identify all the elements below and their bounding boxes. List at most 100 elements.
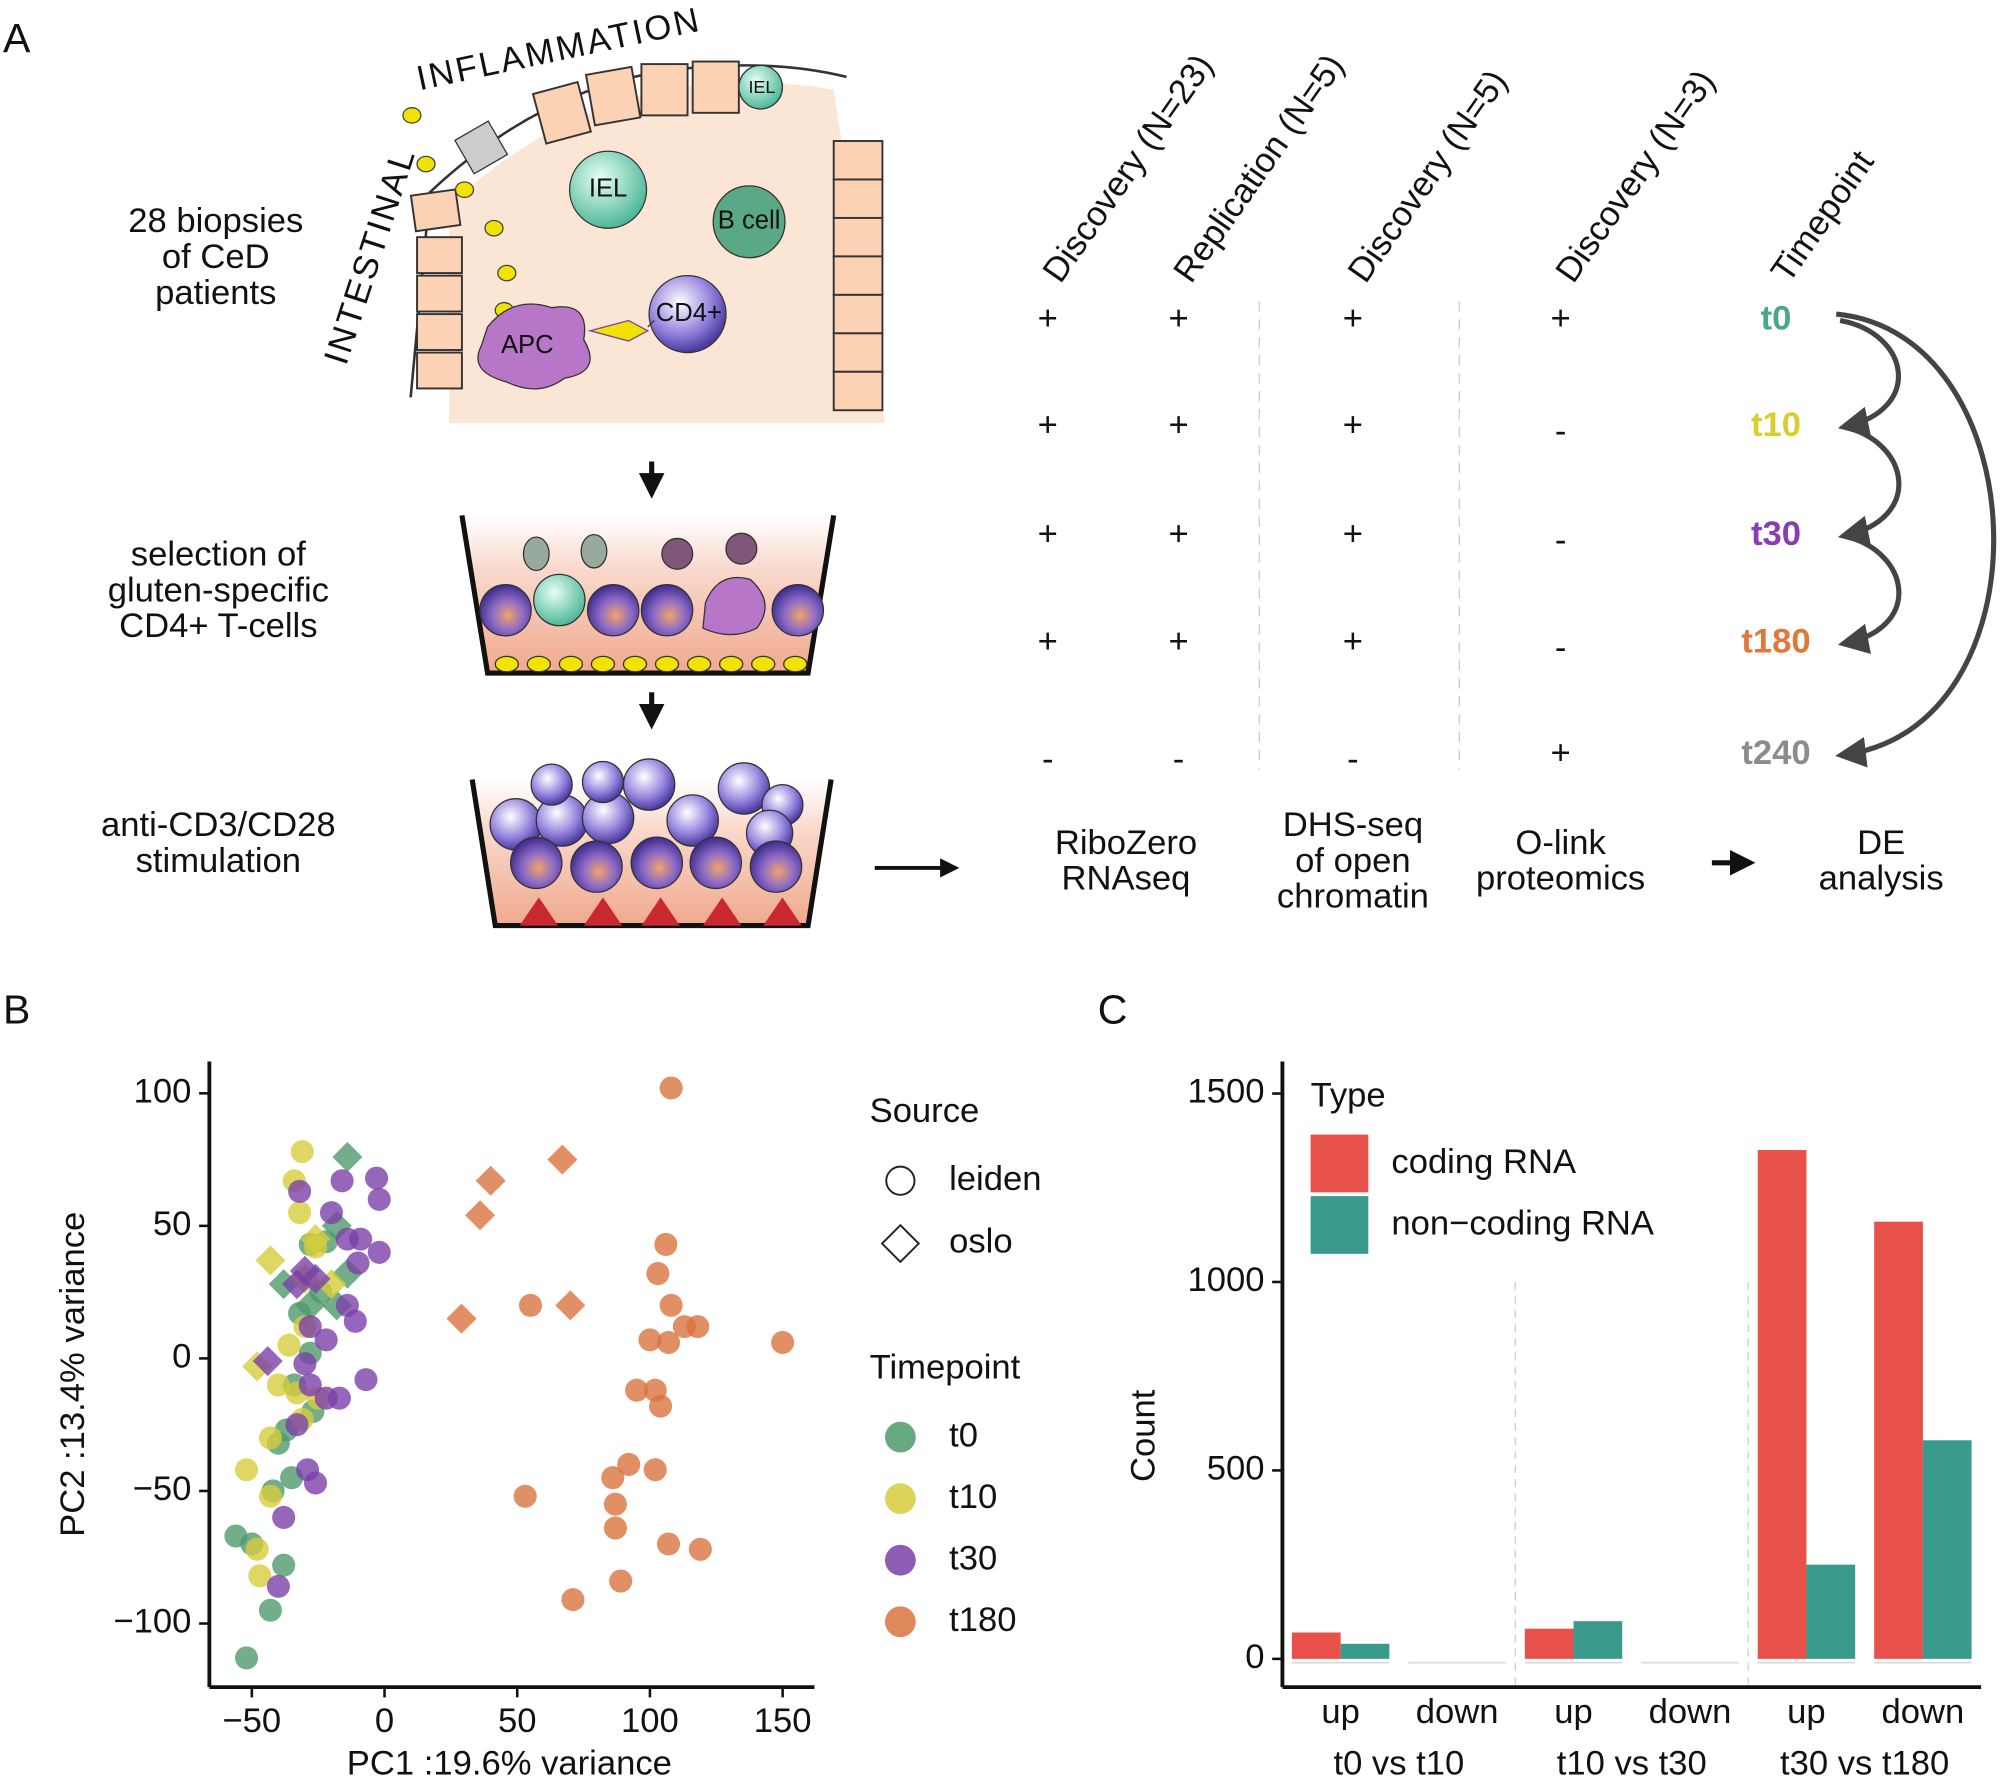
group-label: t0 vs t10 [1333, 1744, 1464, 1782]
table-cell: + [1343, 515, 1363, 553]
point [266, 1574, 290, 1598]
step-label-line: 28 biopsies [128, 202, 303, 240]
table-cell: + [1038, 300, 1058, 338]
legend-label: t30 [949, 1539, 997, 1577]
method-label: RiboZero RNAseq [1055, 824, 1197, 898]
point [349, 1227, 373, 1251]
table-cell: + [1038, 406, 1058, 444]
bar [1524, 1628, 1574, 1659]
timepoint-label: t10 [1751, 406, 1801, 444]
x-tick-label: down [1416, 1693, 1499, 1731]
legend-symbol [884, 1606, 916, 1638]
legend-symbol [884, 1544, 916, 1576]
cell-label: B cell [718, 207, 781, 235]
point [300, 1263, 331, 1294]
point [266, 1373, 290, 1397]
table-cell: - [1042, 741, 1054, 779]
point [258, 1598, 282, 1622]
point [272, 1553, 296, 1577]
legend-symbol [885, 1165, 916, 1196]
cell-label: CD4+ [656, 299, 722, 327]
y-tick-label: 1000 [1187, 1261, 1264, 1299]
point [638, 1328, 662, 1352]
point [281, 1269, 312, 1300]
point [365, 1166, 389, 1190]
point [547, 1144, 578, 1175]
y-tick-label: 500 [1207, 1450, 1265, 1488]
point [649, 1394, 673, 1418]
legend-symbol [880, 1223, 921, 1264]
point [242, 1351, 273, 1382]
cell-label: APC [501, 331, 554, 359]
table-cell: + [1343, 406, 1363, 444]
x-tick-label: up [1554, 1693, 1593, 1731]
panel-label: A [3, 15, 31, 61]
x-tick-label: up [1787, 1693, 1826, 1731]
x-tick-label: 150 [754, 1702, 812, 1740]
legend-label: non−coding RNA [1391, 1205, 1655, 1243]
legend-label: t180 [949, 1601, 1016, 1639]
point [234, 1458, 259, 1482]
point [656, 1532, 681, 1556]
method-label-line: proteomics [1476, 860, 1645, 898]
column-header: Discovery (N=5) [1341, 64, 1515, 290]
y-tick-label: 50 [153, 1205, 192, 1243]
point [646, 1262, 670, 1286]
table-cell: + [1038, 515, 1058, 553]
legend-symbol [884, 1483, 916, 1515]
x-tick-label: down [1649, 1693, 1732, 1731]
tissue-drawing [402, 60, 885, 424]
legend-swatch [1310, 1134, 1369, 1193]
point [643, 1458, 667, 1482]
method-label-line: O-link [1515, 824, 1606, 862]
table-cell: + [1168, 406, 1188, 444]
point [314, 1328, 338, 1352]
timepoint-label: t180 [1741, 623, 1810, 661]
y-tick-label: 100 [134, 1072, 192, 1110]
point [319, 1201, 343, 1225]
x-tick-label: 100 [621, 1702, 679, 1740]
point [686, 1315, 710, 1339]
legend-label: t0 [949, 1416, 978, 1454]
point [330, 1169, 354, 1193]
point [601, 1466, 625, 1490]
step-label: anti-CD3/CD28 stimulation [101, 806, 336, 880]
culture-wells [459, 301, 1756, 929]
method-label: DHS-seq of open chromatin [1277, 806, 1429, 916]
x-tick-label: −50 [222, 1702, 281, 1740]
panel-label: B [3, 987, 30, 1033]
method-label-line: DE [1857, 824, 1905, 862]
legend-label: oslo [949, 1223, 1013, 1261]
table-cell: - [1555, 521, 1567, 559]
table-cell: + [1551, 300, 1571, 338]
step-label-line: CD4+ T-cells [119, 607, 317, 645]
column-header: Timepoint [1764, 144, 1882, 290]
cell-label: IEL [589, 175, 627, 203]
point [288, 1201, 312, 1225]
table-cell: + [1038, 623, 1058, 661]
table-cell: + [1168, 623, 1188, 661]
point [332, 1141, 363, 1172]
point [771, 1330, 795, 1355]
point [277, 1333, 301, 1357]
method-label-line: chromatin [1277, 878, 1429, 916]
bar [1922, 1440, 1972, 1659]
step-label-line: patients [155, 274, 276, 312]
x-tick-label: 50 [498, 1702, 537, 1740]
point [659, 1076, 683, 1100]
point [367, 1240, 391, 1264]
method-label: O-link proteomics [1476, 824, 1645, 898]
panel-label: C [1098, 987, 1128, 1033]
point [465, 1200, 496, 1231]
table-cell: - [1173, 741, 1185, 779]
table-cell: - [1555, 412, 1567, 450]
y-tick-label: −100 [113, 1603, 191, 1641]
point [255, 1245, 286, 1276]
table-cell: + [1343, 623, 1363, 661]
point [303, 1471, 328, 1495]
point [603, 1516, 627, 1540]
method-label: DE analysis [1819, 824, 1944, 898]
bar [1806, 1564, 1856, 1659]
